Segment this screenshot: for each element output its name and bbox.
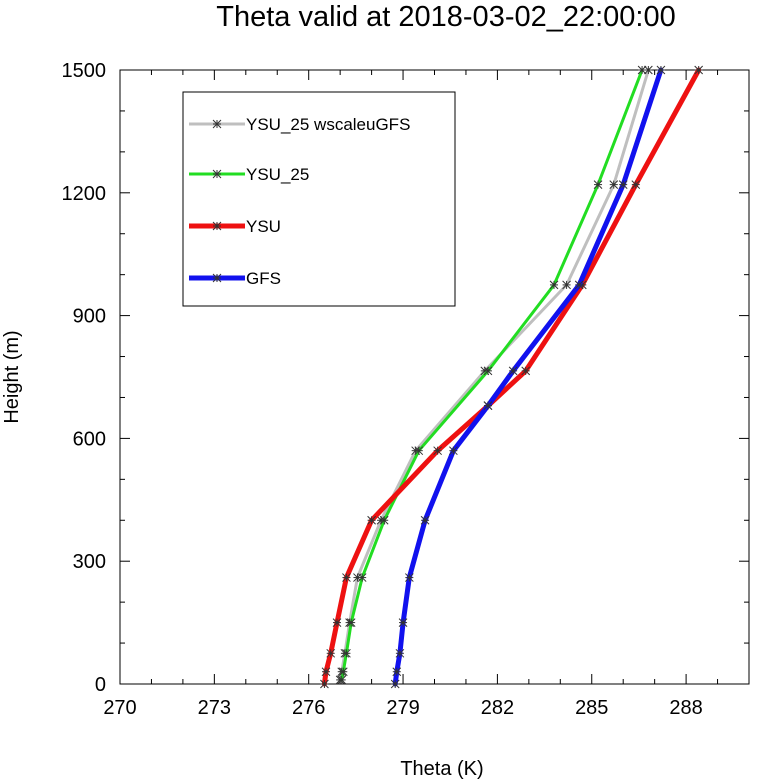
legend: YSU_25 wscaleuGFS YSU_25 YSU GFS — [182, 91, 456, 307]
data-point — [420, 515, 430, 525]
series-layer — [320, 65, 704, 689]
legend-marker — [212, 169, 222, 179]
data-point — [637, 65, 647, 75]
legend-label: YSU_25 wscaleuGFS — [246, 115, 410, 134]
series-3 — [390, 65, 666, 689]
data-point — [593, 180, 603, 189]
x-tick-label: 285 — [575, 697, 608, 719]
legend-box — [182, 91, 456, 307]
series-line — [392, 67, 664, 687]
legend-label: YSU — [246, 217, 281, 236]
series-line — [321, 67, 702, 687]
data-point — [398, 618, 408, 627]
legend-item: YSU — [189, 217, 281, 236]
data-point — [379, 515, 389, 525]
data-point — [433, 446, 442, 456]
y-tick-label: 300 — [73, 551, 106, 573]
legend-label: GFS — [246, 269, 281, 288]
legend-item: YSU_25 wscaleuGFS — [189, 115, 410, 134]
x-tick-label: 288 — [669, 697, 702, 719]
data-point — [483, 366, 493, 376]
y-tick-label: 1500 — [62, 60, 107, 82]
legend-marker — [212, 273, 222, 283]
data-point — [392, 667, 402, 677]
axis-ticks: 270 273 276 279 282 285 288 0 300 600 900 1200 1500 — [62, 60, 750, 719]
data-point — [549, 280, 559, 290]
legend-marker — [212, 221, 222, 231]
data-point — [414, 446, 424, 456]
data-point — [342, 573, 351, 582]
x-tick-label: 282 — [481, 697, 514, 719]
data-point — [332, 618, 342, 627]
data-point — [342, 648, 351, 658]
data-point — [508, 366, 518, 376]
legend-item: GFS — [189, 269, 281, 288]
data-point — [320, 679, 329, 689]
data-point — [346, 618, 356, 627]
data-point — [367, 515, 376, 525]
data-point — [321, 667, 331, 677]
series-1 — [337, 65, 647, 685]
x-tick-label: 270 — [103, 697, 136, 719]
data-point — [326, 648, 336, 658]
legend-marker — [212, 119, 222, 129]
y-tick-label: 1200 — [62, 183, 107, 205]
data-point — [609, 180, 619, 189]
data-point — [395, 648, 405, 658]
legend-label: YSU_25 — [246, 165, 309, 184]
y-tick-label: 0 — [95, 674, 106, 696]
data-point — [404, 573, 414, 582]
data-point — [390, 679, 400, 689]
data-point — [574, 280, 584, 290]
x-tick-label: 279 — [386, 697, 419, 719]
data-point — [694, 65, 704, 75]
data-point — [449, 446, 458, 456]
x-tick-label: 276 — [292, 697, 325, 719]
data-point — [357, 573, 367, 582]
x-axis-label: Theta (K) — [400, 758, 483, 780]
data-point — [338, 667, 348, 677]
x-tick-label: 273 — [198, 697, 231, 719]
data-point — [562, 280, 571, 290]
data-point — [631, 180, 641, 189]
y-axis-label: Height (m) — [1, 330, 23, 423]
data-point — [656, 65, 666, 75]
y-tick-label: 900 — [73, 306, 106, 328]
y-tick-label: 600 — [73, 428, 106, 450]
legend-item: YSU_25 — [189, 165, 309, 184]
data-point — [483, 401, 493, 411]
data-point — [521, 366, 531, 376]
chart-title: Theta valid at 2018-03-02_22:00:00 — [216, 1, 676, 33]
data-point — [644, 65, 653, 75]
data-point — [337, 675, 347, 685]
data-point — [618, 180, 628, 189]
